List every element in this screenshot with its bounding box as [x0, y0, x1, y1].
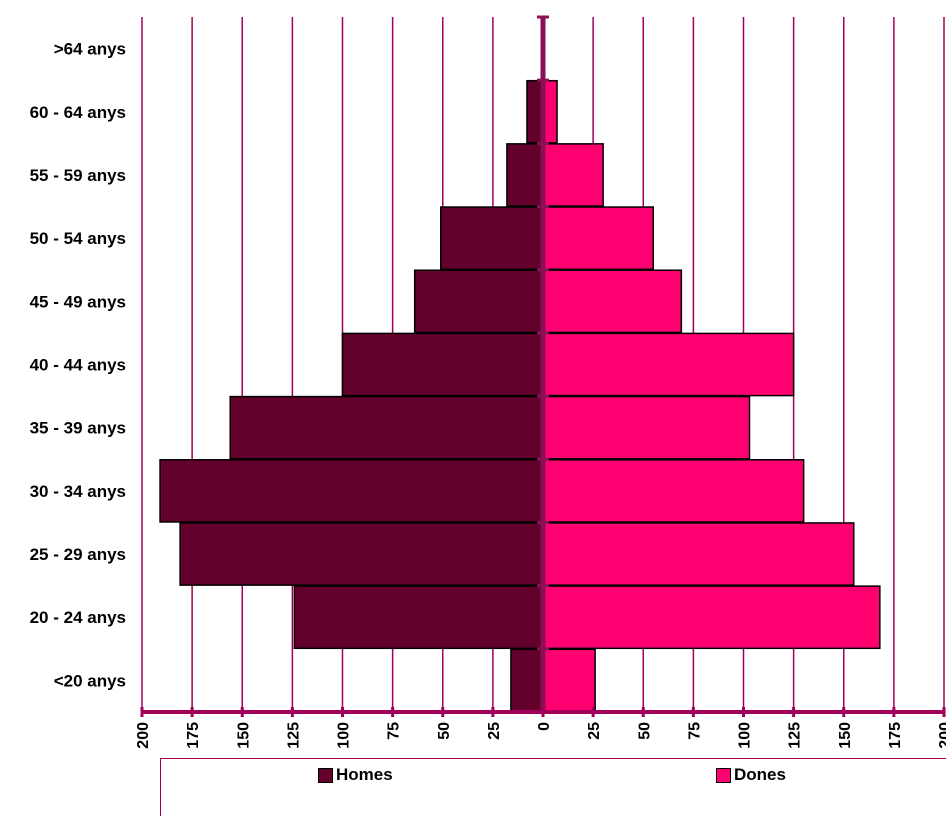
x-tick-label: 200: [135, 722, 152, 749]
x-tick-label: 150: [235, 722, 252, 749]
category-label: 55 - 59 anys: [30, 166, 126, 185]
category-label: 45 - 49 anys: [30, 292, 126, 311]
x-tick-label: 25: [586, 722, 603, 740]
x-tick-label: 125: [787, 722, 804, 749]
category-label: 35 - 39 anys: [30, 419, 126, 438]
bar-homes: [506, 143, 544, 207]
bar-dones: [542, 459, 805, 523]
bar-homes: [413, 269, 544, 334]
x-tick-label: 200: [937, 722, 946, 749]
bar-homes: [229, 395, 544, 460]
bar-dones: [542, 332, 795, 397]
population-pyramid-chart: 200 175 150 125 100 75 50 25 0 25 50 75 100 125 150 175…: [30, 15, 946, 749]
bar-dones: [542, 522, 855, 586]
category-label: 50 - 54 anys: [30, 229, 126, 248]
bar-homes: [159, 459, 544, 523]
x-tick-label: 25: [486, 722, 503, 740]
category-label: 40 - 44 anys: [30, 356, 126, 375]
bar-dones: [542, 395, 751, 460]
category-label: >64 anys: [54, 40, 126, 59]
bar-dones: [542, 143, 604, 207]
bar-homes: [179, 522, 544, 586]
legend-swatch-homes: [318, 767, 333, 783]
x-tick-label: 175: [887, 722, 904, 749]
x-tick-label: 100: [737, 722, 754, 749]
x-tick-label: 75: [386, 722, 403, 740]
legend: Homes Dones: [160, 758, 946, 816]
category-label: 60 - 64 anys: [30, 103, 126, 122]
x-tick-label: 125: [285, 722, 302, 749]
category-label: 25 - 29 anys: [30, 545, 126, 564]
x-tick-label: 0: [536, 722, 553, 731]
x-tick-label: 100: [336, 722, 353, 749]
bar-dones: [542, 585, 881, 650]
category-label: 30 - 34 anys: [30, 482, 126, 501]
bar-homes: [341, 332, 544, 397]
bar-dones: [542, 648, 596, 713]
legend-label-dones: Dones: [734, 765, 786, 784]
legend-swatch-dones: [716, 767, 731, 783]
category-label: <20 anys: [54, 671, 126, 690]
bar-dones: [542, 269, 683, 334]
x-tick-label: 50: [436, 722, 453, 740]
bar-homes: [293, 585, 544, 650]
bar-homes: [439, 206, 544, 270]
legend-item-homes: Homes: [318, 765, 393, 785]
x-tick-label: 175: [185, 722, 202, 749]
legend-label-homes: Homes: [336, 765, 393, 784]
bar-homes: [510, 648, 544, 713]
x-tick-label: 50: [636, 722, 653, 740]
bar-dones: [542, 206, 655, 270]
category-label: 20 - 24 anys: [30, 608, 126, 627]
legend-item-dones: Dones: [716, 765, 786, 785]
x-tick-label: 75: [686, 722, 703, 740]
x-tick-label: 150: [837, 722, 854, 749]
